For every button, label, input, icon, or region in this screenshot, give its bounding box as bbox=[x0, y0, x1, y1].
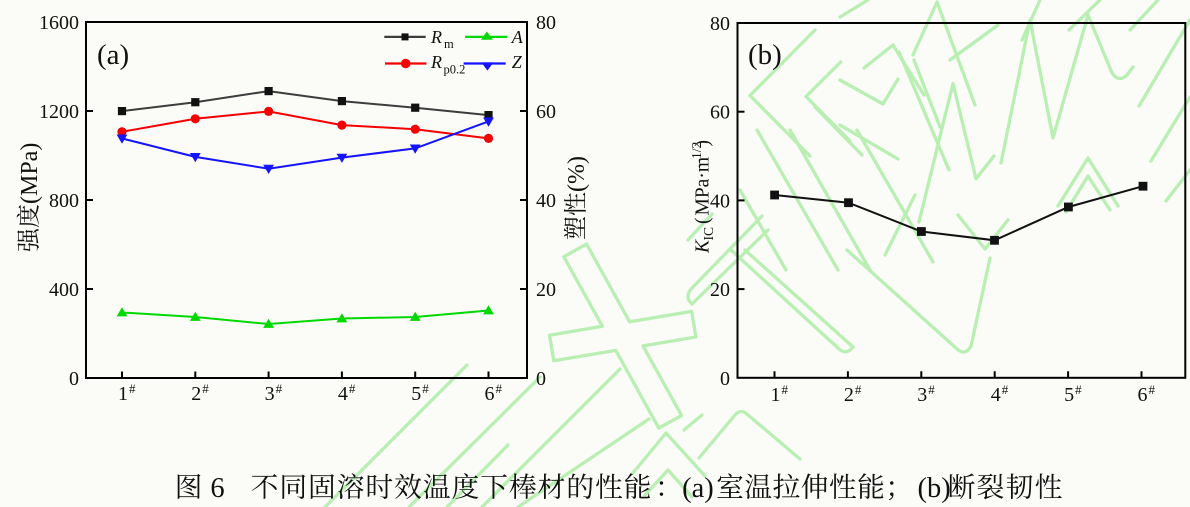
svg-text:0: 0 bbox=[69, 368, 79, 390]
svg-text:p0.2: p0.2 bbox=[444, 63, 466, 77]
svg-text:IC: IC bbox=[701, 227, 716, 241]
svg-text:(: ( bbox=[693, 218, 714, 225]
svg-text:3: 3 bbox=[265, 383, 275, 405]
svg-text:R: R bbox=[430, 52, 442, 72]
svg-text:2: 2 bbox=[844, 384, 854, 406]
svg-text:K: K bbox=[693, 239, 714, 254]
svg-text:#: # bbox=[129, 381, 136, 396]
svg-text:1200: 1200 bbox=[39, 101, 79, 123]
svg-text:40: 40 bbox=[710, 190, 730, 212]
svg-text:(%): (%) bbox=[564, 156, 590, 192]
svg-text:): ) bbox=[693, 140, 714, 147]
svg-text:5: 5 bbox=[411, 383, 421, 405]
svg-text:A: A bbox=[511, 27, 524, 47]
svg-text:5: 5 bbox=[1064, 384, 1074, 406]
svg-text:4: 4 bbox=[991, 384, 1001, 406]
svg-text:80: 80 bbox=[710, 13, 730, 35]
svg-text:6: 6 bbox=[1138, 384, 1148, 406]
svg-text:#: # bbox=[782, 382, 789, 397]
svg-text:#: # bbox=[855, 382, 862, 397]
svg-text:60: 60 bbox=[710, 102, 730, 124]
svg-text:6: 6 bbox=[210, 473, 224, 504]
svg-text:m: m bbox=[444, 37, 454, 51]
svg-text:20: 20 bbox=[710, 279, 730, 301]
svg-text:1: 1 bbox=[118, 383, 128, 405]
svg-text:20: 20 bbox=[536, 279, 556, 301]
svg-text:800: 800 bbox=[49, 190, 79, 212]
svg-text:60: 60 bbox=[536, 101, 556, 123]
svg-text:(a): (a) bbox=[682, 473, 714, 504]
svg-text:R: R bbox=[430, 27, 442, 47]
svg-text:MPa·m: MPa·m bbox=[693, 157, 714, 216]
svg-text:2: 2 bbox=[191, 383, 201, 405]
svg-text:#: # bbox=[276, 381, 283, 396]
svg-text:#: # bbox=[928, 382, 935, 397]
svg-text:#: # bbox=[1149, 382, 1156, 397]
svg-text:#: # bbox=[422, 381, 429, 396]
svg-text:#: # bbox=[202, 381, 209, 396]
svg-text:40: 40 bbox=[536, 190, 556, 212]
svg-text:4: 4 bbox=[338, 383, 348, 405]
svg-text:1/2: 1/2 bbox=[689, 142, 704, 159]
svg-text:#: # bbox=[496, 381, 503, 396]
svg-text:80: 80 bbox=[536, 12, 556, 34]
svg-text:1: 1 bbox=[771, 384, 781, 406]
svg-text:0: 0 bbox=[720, 368, 730, 390]
svg-text:#: # bbox=[349, 381, 356, 396]
svg-text:Z: Z bbox=[512, 52, 523, 72]
svg-text:(a): (a) bbox=[97, 39, 129, 71]
svg-text:#: # bbox=[1002, 382, 1009, 397]
svg-text:1600: 1600 bbox=[39, 12, 79, 34]
svg-text:3: 3 bbox=[917, 384, 927, 406]
svg-text:#: # bbox=[1075, 382, 1082, 397]
svg-text:6: 6 bbox=[485, 383, 495, 405]
svg-text:(b): (b) bbox=[918, 473, 951, 504]
svg-text:(b): (b) bbox=[748, 39, 782, 71]
svg-text:(MPa): (MPa) bbox=[17, 143, 43, 204]
svg-text:400: 400 bbox=[49, 279, 79, 301]
svg-text:0: 0 bbox=[536, 368, 546, 390]
